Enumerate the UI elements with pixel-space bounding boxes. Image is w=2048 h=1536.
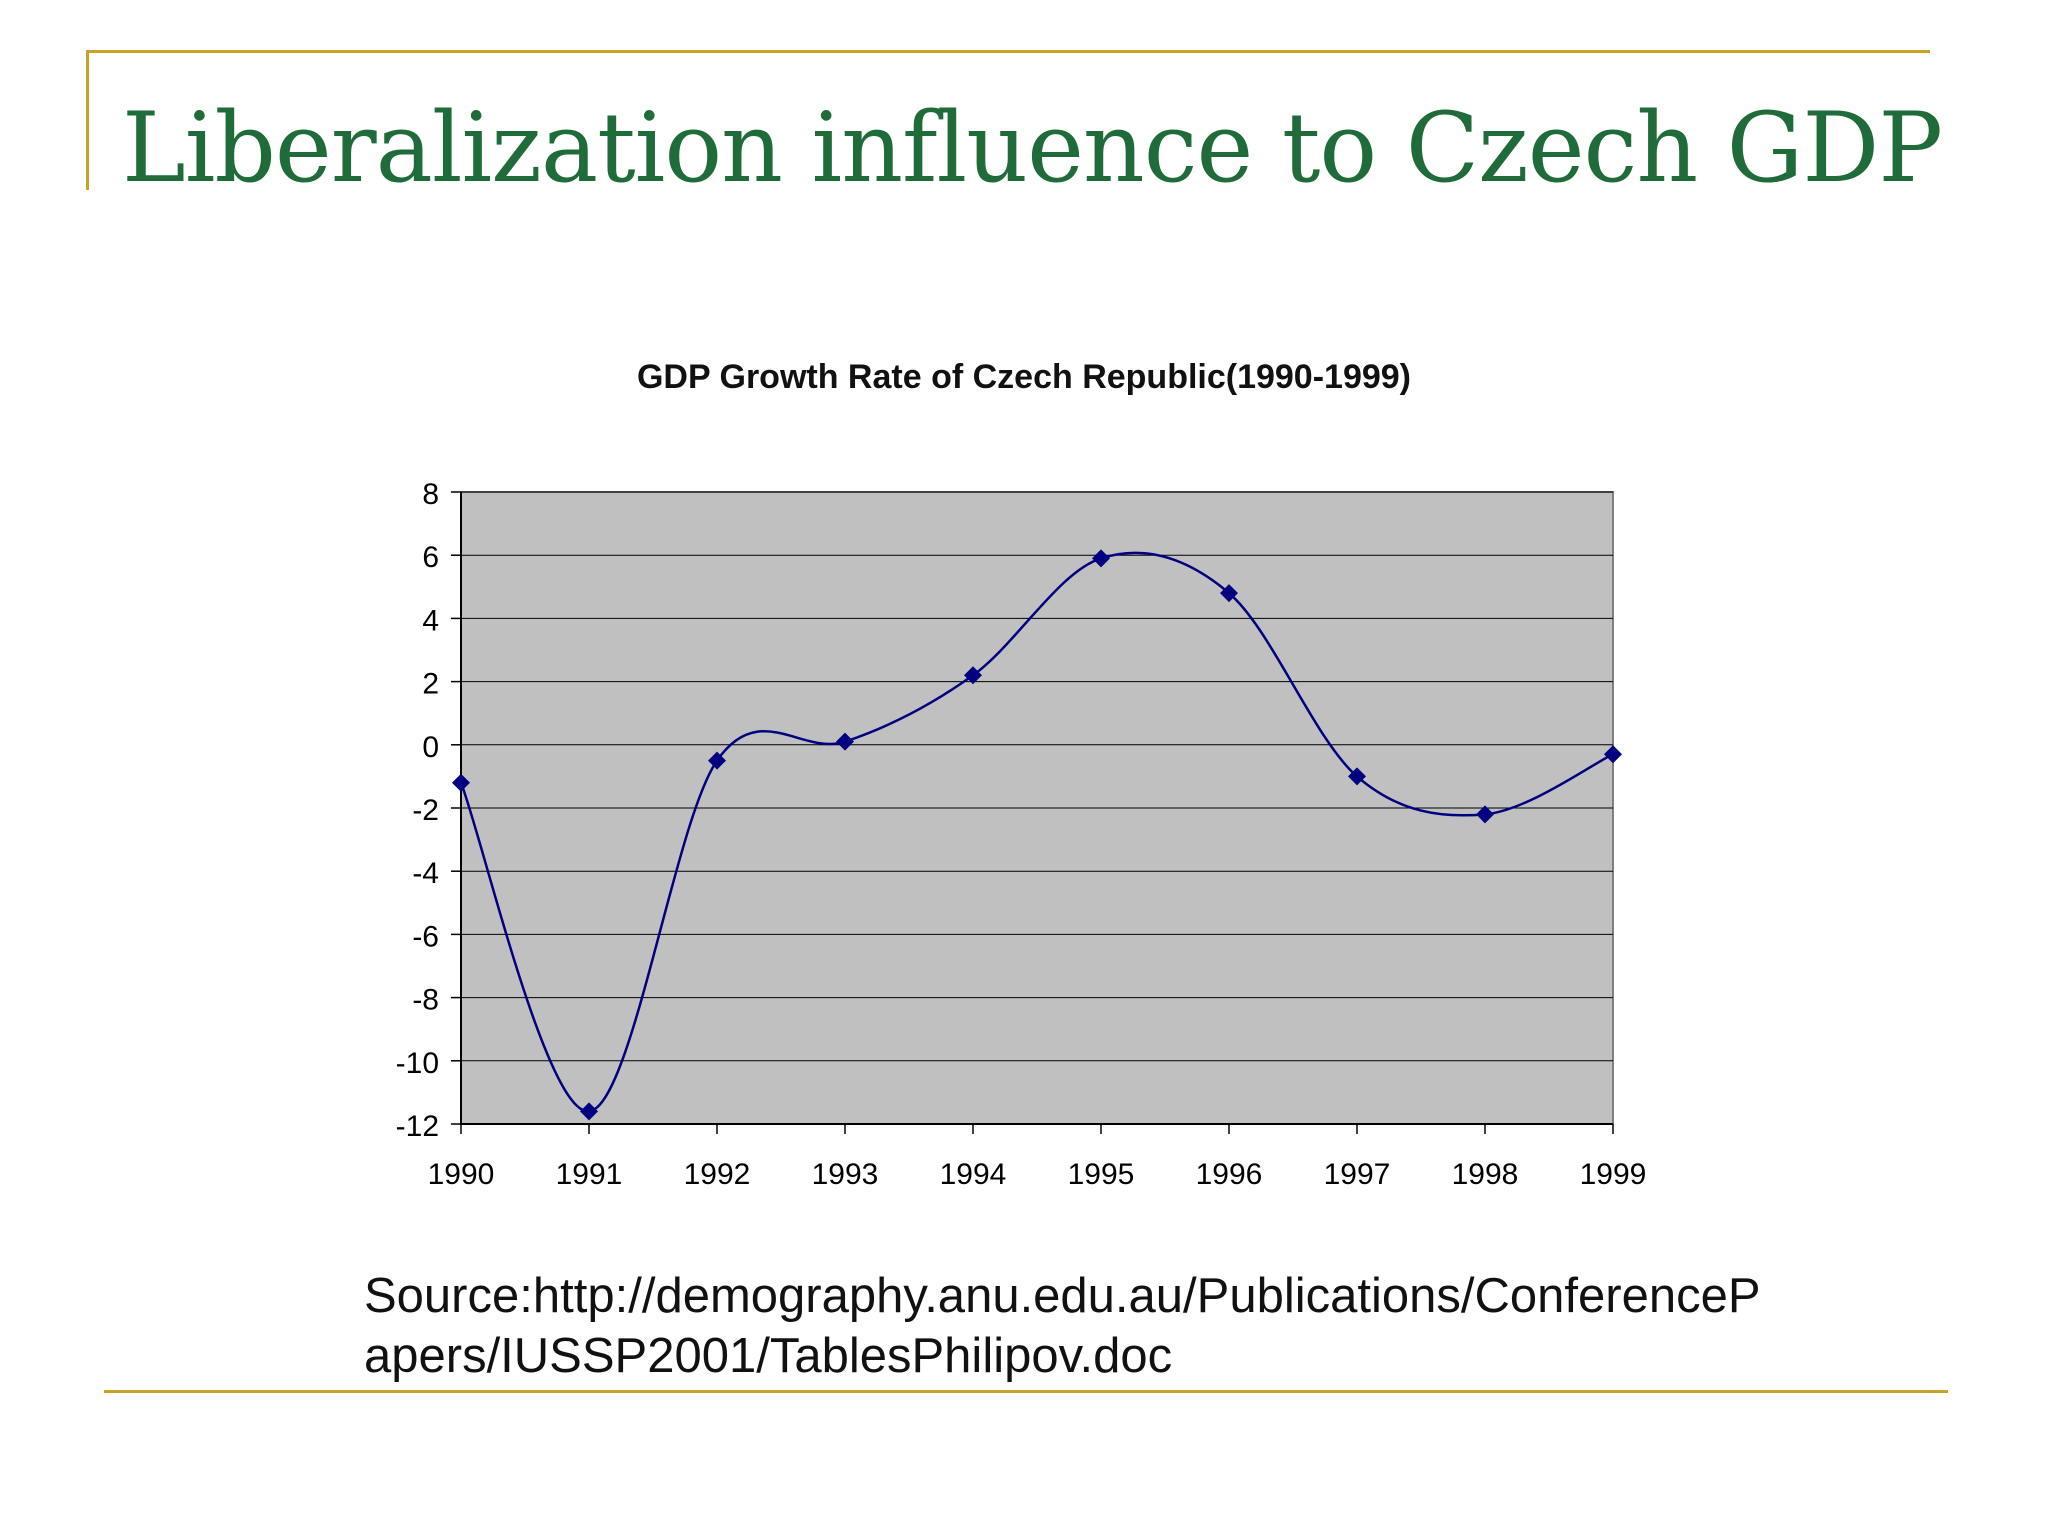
data-point-marker	[1604, 745, 1622, 764]
data-point-marker	[836, 732, 854, 751]
data-point-marker	[1348, 767, 1366, 786]
y-tick-label: -6	[412, 920, 439, 953]
y-tick-label: -8	[412, 984, 439, 1017]
top-accent-rule	[86, 50, 1930, 53]
x-tick-label: 1993	[812, 1158, 879, 1191]
bottom-accent-rule	[104, 1390, 1948, 1393]
y-tick-label: -2	[412, 794, 439, 827]
y-tick-label: 8	[422, 478, 439, 511]
y-tick-label: 2	[422, 668, 439, 701]
x-tick-label: 1992	[684, 1158, 751, 1191]
data-point-marker	[708, 751, 726, 770]
y-tick-label: -12	[396, 1110, 439, 1143]
x-tick-label: 1991	[556, 1158, 623, 1191]
y-tick-label: 0	[422, 731, 439, 764]
y-tick-label: 4	[422, 604, 439, 637]
slide-title: Liberalization influence to Czech GDP	[122, 92, 1943, 204]
x-tick-label: 1994	[940, 1158, 1007, 1191]
left-accent-rule	[86, 50, 89, 190]
y-tick-label: 6	[422, 541, 439, 574]
data-point-marker	[964, 666, 982, 685]
x-tick-label: 1996	[1196, 1158, 1263, 1191]
x-tick-label: 1997	[1324, 1158, 1391, 1191]
data-point-marker	[1092, 549, 1110, 568]
data-point-marker	[1220, 584, 1238, 603]
source-citation: Source:http://demography.anu.edu.au/Publ…	[364, 1269, 1761, 1383]
chart-title: GDP Growth Rate of Czech Republic(1990-1…	[636, 358, 1411, 396]
y-tick-label: -4	[412, 857, 439, 890]
data-point-marker	[580, 1102, 598, 1121]
y-tick-label: -10	[396, 1047, 439, 1080]
data-point-marker	[1476, 805, 1494, 824]
data-point-marker	[452, 773, 470, 792]
x-tick-label: 1995	[1068, 1158, 1135, 1191]
x-tick-label: 1999	[1580, 1158, 1647, 1191]
x-tick-label: 1998	[1452, 1158, 1519, 1191]
x-tick-label: 1990	[428, 1158, 495, 1191]
